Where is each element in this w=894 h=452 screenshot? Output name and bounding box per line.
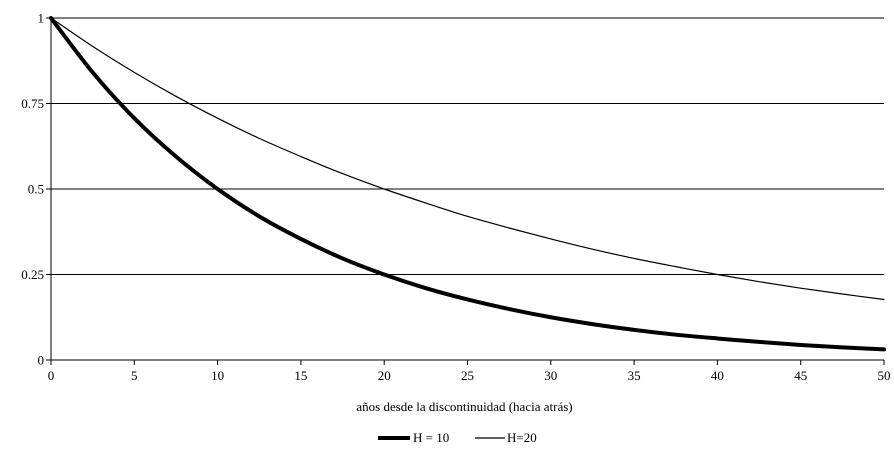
x-tick-label: 0 [48,368,55,383]
legend-label-2: H=20 [507,430,537,445]
x-tick-label: 10 [211,368,224,383]
y-tick-label: 0 [38,353,45,368]
gridlines [51,17,884,275]
y-tick-label: 1 [38,11,45,26]
x-tick-label: 40 [711,368,724,383]
x-tick-label: 5 [131,368,138,383]
y-tick-label: 0.75 [21,96,44,111]
x-tick-label: 15 [294,368,307,383]
y-tick-label: 0.25 [21,267,44,282]
x-tick-label: 30 [544,368,557,383]
legend-label-1: H = 10 [413,430,449,445]
x-tick-label: 20 [378,368,391,383]
x-tick-label: 50 [878,368,891,383]
series-line-1 [49,16,886,352]
series-line-2 [50,17,885,301]
x-tick-label: 25 [461,368,474,383]
legend: H = 10 H=20 [378,430,537,445]
x-axis-title: años desde la discontinuidad (hacia atrá… [356,399,572,414]
x-tick-label: 45 [794,368,807,383]
x-tick-label: 35 [628,368,641,383]
axes [46,17,885,365]
series-lines [49,16,886,352]
y-tick-label: 0.5 [28,182,44,197]
